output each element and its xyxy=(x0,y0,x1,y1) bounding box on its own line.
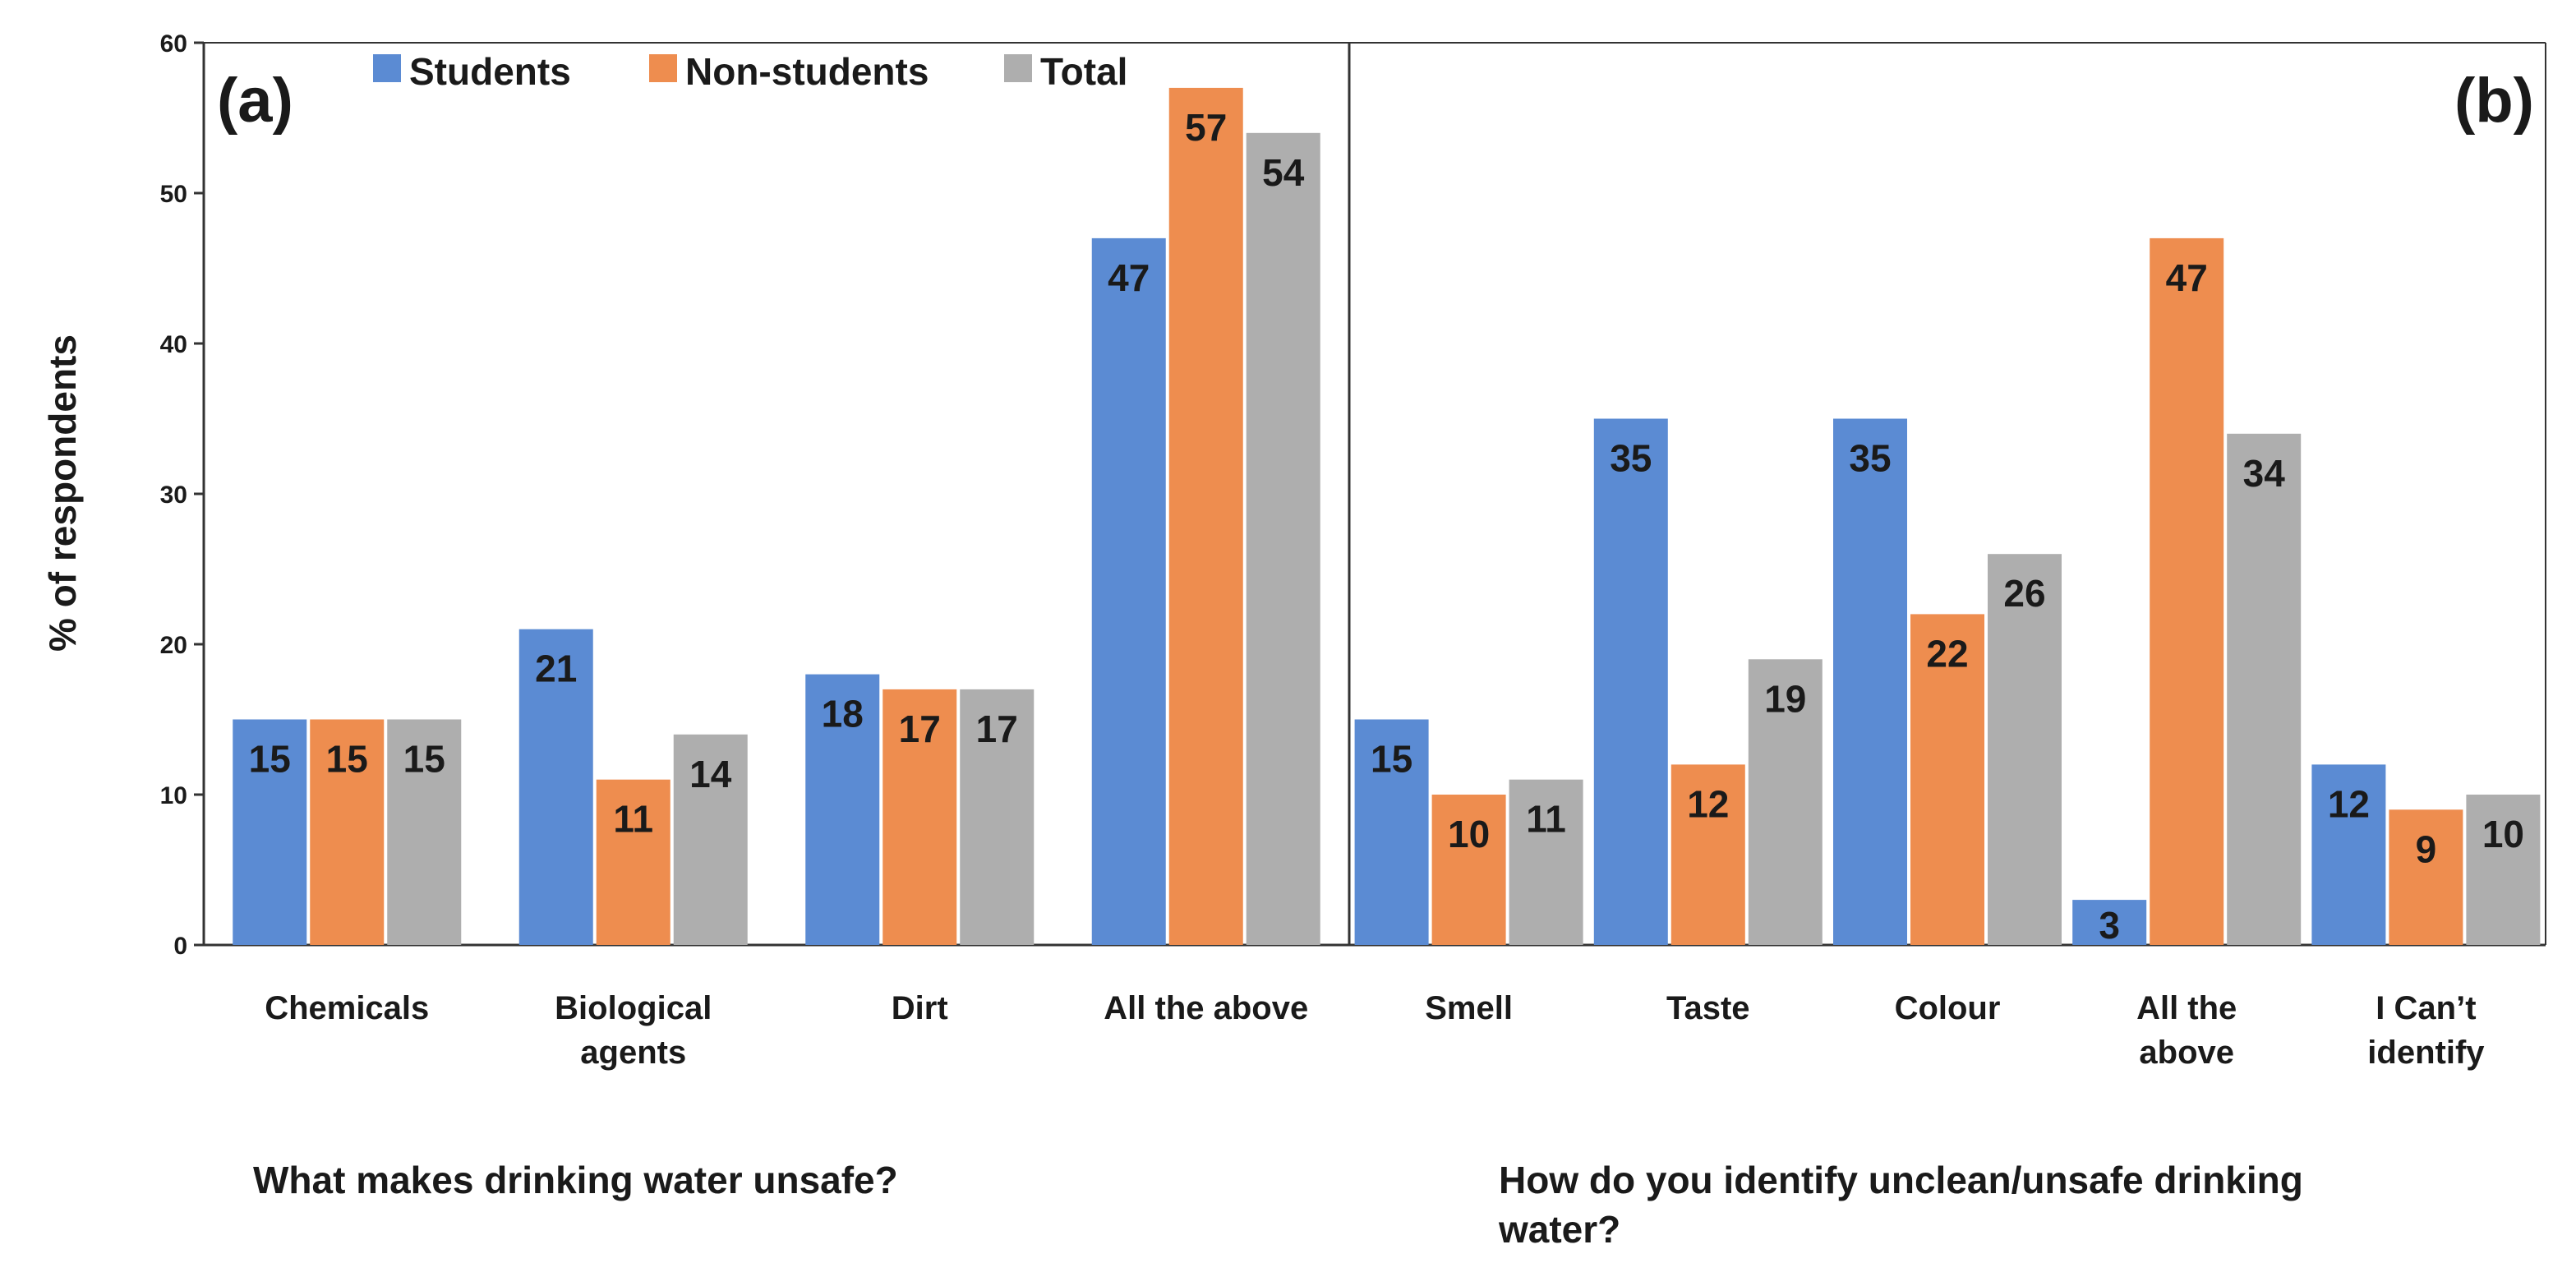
data-label: 54 xyxy=(1262,151,1305,194)
category-label-a-1: Chemicals xyxy=(265,990,429,1026)
bar-b-4-non-students xyxy=(2150,237,2224,945)
category-label-b-4: All the above xyxy=(2136,990,2237,1071)
y-tick-label: 60 xyxy=(160,30,187,58)
question-b-line: How do you identify unclean/unsafe drink… xyxy=(1499,1159,2303,1201)
data-label: 35 xyxy=(1610,437,1652,480)
question-b-line: water? xyxy=(1498,1208,1620,1251)
data-label: 26 xyxy=(2003,572,2045,615)
data-label: 47 xyxy=(2166,256,2208,299)
category-label-b-1: Smell xyxy=(1425,990,1513,1026)
data-label: 15 xyxy=(1371,738,1412,781)
y-tick-label: 10 xyxy=(160,782,187,809)
category-label-b-2: Taste xyxy=(1666,990,1750,1026)
bar-a-3-non-students xyxy=(882,689,957,945)
legend-label-non-students: Non-students xyxy=(685,50,929,93)
data-label: 18 xyxy=(822,693,864,735)
y-axis-title: % of respondents xyxy=(41,334,84,652)
legend-swatch-non-students xyxy=(649,54,677,82)
bar-b-5-students xyxy=(2311,764,2386,945)
bar-b-2-non-students xyxy=(1670,764,1745,945)
y-tick-label: 40 xyxy=(160,331,187,358)
bar-b-2-students xyxy=(1593,418,1668,945)
bar-b-4-total xyxy=(2227,433,2302,945)
data-label: 15 xyxy=(249,738,291,781)
category-label-line: All the above xyxy=(1104,990,1308,1026)
data-label: 12 xyxy=(1687,782,1729,825)
bar-b-3-students xyxy=(1833,418,1907,945)
category-label-line: Colour xyxy=(1895,990,2001,1026)
bar-a-2-students xyxy=(518,629,593,945)
category-label-b-5: I Can’t identify xyxy=(2367,990,2485,1071)
legend-label-students: Students xyxy=(409,50,571,93)
bar-a-4-non-students xyxy=(1168,87,1243,945)
data-label: 21 xyxy=(535,648,577,690)
data-label: 57 xyxy=(1185,106,1227,149)
legend-swatch-total xyxy=(1004,54,1032,82)
category-label-line: All the xyxy=(2136,990,2237,1026)
y-tick-label: 0 xyxy=(173,933,187,960)
category-label-a-4: All the above xyxy=(1104,990,1308,1026)
category-label-line: I Can’t xyxy=(2376,990,2476,1026)
data-label: 35 xyxy=(1849,437,1891,480)
bar-a-2-non-students xyxy=(596,779,670,945)
bar-a-4-students xyxy=(1091,237,1166,945)
question-b: How do you identify unclean/unsafe drink… xyxy=(1498,1159,2303,1251)
bar-a-1-students xyxy=(233,719,307,945)
labels-layer: 15 15 15 21 11 14 18 17 17 47 57 54 15 10 11 35 12 19 35 22… xyxy=(249,106,2524,947)
legend-label-total: Total xyxy=(1040,50,1127,93)
y-tick-label: 30 xyxy=(160,482,187,509)
data-label: 14 xyxy=(689,753,732,795)
category-label-line: agents xyxy=(580,1035,686,1071)
question-a: What makes drinking water unsafe? xyxy=(253,1159,898,1201)
bar-b-1-total xyxy=(1509,779,1583,945)
bar-a-3-total xyxy=(960,689,1035,945)
bar-a-4-total xyxy=(1246,132,1320,946)
bar-a-2-total xyxy=(673,734,748,945)
data-label: 11 xyxy=(613,798,653,841)
bar-b-1-non-students xyxy=(1431,795,1506,945)
data-label: 10 xyxy=(1448,813,1490,855)
bar-a-1-non-students xyxy=(310,719,385,945)
panel-label-a: (a) xyxy=(217,66,293,136)
y-tick-label: 20 xyxy=(160,632,187,659)
data-label: 22 xyxy=(1926,632,1968,675)
bar-a-1-total xyxy=(387,719,462,945)
data-label: 10 xyxy=(2482,813,2524,855)
bar-a-3-students xyxy=(805,674,880,945)
data-label: 12 xyxy=(2328,782,2370,825)
bars-layer xyxy=(233,87,2541,946)
category-label-b-3: Colour xyxy=(1895,990,2001,1026)
category-label-line: Dirt xyxy=(892,990,948,1026)
data-label: 17 xyxy=(976,708,1018,750)
bar-b-5-non-students xyxy=(2389,809,2463,945)
data-label: 34 xyxy=(2243,452,2286,495)
category-label-line: above xyxy=(2139,1035,2234,1071)
category-label-line: Chemicals xyxy=(265,990,429,1026)
bar-b-5-total xyxy=(2466,795,2541,945)
data-label: 11 xyxy=(1526,798,1566,841)
bar-b-4-students xyxy=(2072,900,2147,945)
category-label-line: Taste xyxy=(1666,990,1750,1026)
data-label: 3 xyxy=(2099,904,2120,947)
bar-b-3-non-students xyxy=(1910,614,1984,945)
category-label-line: identify xyxy=(2367,1035,2485,1071)
data-label: 47 xyxy=(1108,256,1150,299)
y-tick-label: 50 xyxy=(160,181,187,208)
data-label: 9 xyxy=(2416,827,2437,870)
bar-b-3-total xyxy=(1988,554,2062,945)
data-label: 17 xyxy=(899,708,941,750)
legend-swatch-students xyxy=(373,54,401,82)
data-label: 15 xyxy=(326,738,368,781)
text-layer: 0 10 20 30 40 50 60 % of respondents Chemicals Bi… xyxy=(41,30,2534,1251)
panel-label-b: (b) xyxy=(2454,66,2534,136)
bar-b-2-total xyxy=(1748,659,1823,945)
bar-b-1-students xyxy=(1354,719,1429,945)
category-label-a-3: Dirt xyxy=(892,990,948,1026)
category-label-line: Smell xyxy=(1425,990,1513,1026)
data-label: 15 xyxy=(403,738,445,781)
category-label-a-2: Biological agents xyxy=(555,990,712,1071)
category-label-line: Biological xyxy=(555,990,712,1026)
data-label: 19 xyxy=(1764,677,1806,720)
